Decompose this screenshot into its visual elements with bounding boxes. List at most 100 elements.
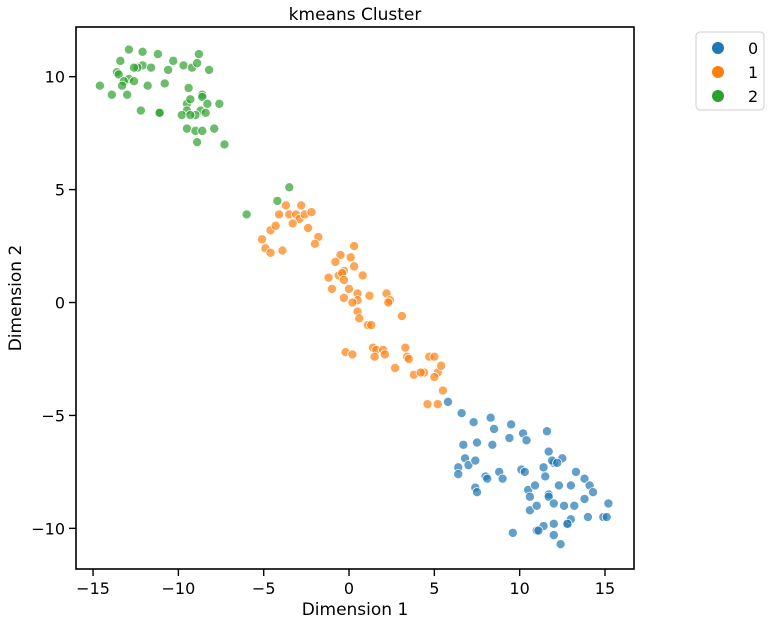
legend-marker-2 <box>712 90 724 102</box>
point-cluster-0 <box>489 423 500 434</box>
point-cluster-2 <box>209 123 220 134</box>
point-cluster-0 <box>504 433 515 444</box>
point-cluster-0 <box>540 471 551 482</box>
point-cluster-0 <box>570 466 581 477</box>
point-cluster-0 <box>531 500 542 511</box>
point-cluster-1 <box>296 200 307 211</box>
point-cluster-2 <box>115 55 126 66</box>
point-cluster-0 <box>524 491 535 502</box>
point-cluster-1 <box>379 349 390 360</box>
point-cluster-2 <box>135 105 146 116</box>
point-cluster-1 <box>256 234 267 245</box>
point-cluster-2 <box>197 92 208 103</box>
x-tick-label: −10 <box>162 579 196 598</box>
point-cluster-2 <box>192 137 203 148</box>
point-cluster-2 <box>183 82 194 93</box>
legend-marker-1 <box>712 66 724 78</box>
point-cluster-2 <box>193 49 204 60</box>
x-tick-label: 10 <box>509 579 529 598</box>
y-tick-label: 5 <box>55 181 65 200</box>
point-cluster-1 <box>422 399 433 410</box>
point-cluster-0 <box>442 396 453 407</box>
point-cluster-0 <box>524 505 535 516</box>
point-cluster-0 <box>555 539 566 550</box>
y-axis-label: Dimension 2 <box>6 245 26 352</box>
point-cluster-2 <box>163 64 174 75</box>
point-cluster-1 <box>429 372 440 383</box>
point-cluster-2 <box>192 58 203 69</box>
point-cluster-1 <box>396 311 407 322</box>
point-cluster-2 <box>106 89 117 100</box>
point-cluster-1 <box>415 367 426 378</box>
point-cluster-1 <box>429 351 440 362</box>
x-tick-label: 15 <box>595 579 615 598</box>
x-tick-label: −5 <box>252 579 276 598</box>
point-cluster-0 <box>548 530 559 541</box>
point-cluster-1 <box>403 353 414 364</box>
point-cluster-1 <box>436 360 447 371</box>
point-cluster-0 <box>485 412 496 423</box>
point-cluster-2 <box>197 125 208 136</box>
point-cluster-2 <box>142 80 153 91</box>
point-cluster-0 <box>548 518 559 529</box>
point-cluster-1 <box>347 297 358 308</box>
point-cluster-0 <box>506 419 517 430</box>
point-cluster-0 <box>559 500 570 511</box>
y-tick-label: 10 <box>45 68 65 87</box>
point-cluster-2 <box>185 110 196 121</box>
point-cluster-1 <box>335 250 346 261</box>
point-cluster-2 <box>168 55 179 66</box>
point-cluster-0 <box>548 498 559 509</box>
point-cluster-1 <box>366 320 377 331</box>
point-cluster-1 <box>274 209 285 220</box>
point-cluster-1 <box>400 342 411 353</box>
point-cluster-1 <box>338 292 349 303</box>
point-cluster-1 <box>432 399 443 410</box>
point-cluster-2 <box>284 182 295 193</box>
point-cluster-0 <box>470 455 481 466</box>
point-cluster-0 <box>456 408 467 419</box>
point-cluster-2 <box>200 107 211 118</box>
point-cluster-2 <box>204 64 215 75</box>
point-cluster-2 <box>122 89 133 100</box>
y-tick-label: 0 <box>55 294 65 313</box>
point-cluster-0 <box>579 493 590 504</box>
point-cluster-0 <box>538 462 549 473</box>
legend-label-0: 0 <box>748 39 758 58</box>
point-cluster-1 <box>344 283 355 294</box>
point-cluster-1 <box>354 313 365 324</box>
point-cluster-1 <box>306 207 317 218</box>
point-cluster-2 <box>202 98 213 109</box>
point-cluster-0 <box>521 435 532 446</box>
point-cluster-2 <box>152 49 163 60</box>
point-cluster-2 <box>214 98 225 109</box>
point-cluster-0 <box>487 439 498 450</box>
point-cluster-2 <box>176 110 187 121</box>
point-cluster-1 <box>265 247 276 258</box>
point-cluster-2 <box>178 60 189 71</box>
point-cluster-0 <box>543 491 554 502</box>
point-cluster-0 <box>453 469 464 480</box>
point-cluster-2 <box>181 123 192 134</box>
point-cluster-1 <box>437 385 448 396</box>
point-cluster-0 <box>562 518 573 529</box>
point-cluster-1 <box>383 297 394 308</box>
point-cluster-0 <box>603 498 614 509</box>
point-cluster-1 <box>369 351 380 362</box>
point-cluster-1 <box>323 272 334 283</box>
point-cluster-1 <box>303 222 314 233</box>
point-cluster-2 <box>137 46 148 57</box>
chart-title: kmeans Cluster <box>289 5 422 25</box>
point-cluster-0 <box>579 473 590 484</box>
point-cluster-2 <box>219 139 230 150</box>
legend: 0 1 2 <box>695 31 765 111</box>
point-cluster-1 <box>338 274 349 285</box>
point-cluster-1 <box>390 363 401 374</box>
point-cluster-2 <box>185 94 196 105</box>
point-cluster-0 <box>463 460 474 471</box>
point-cluster-1 <box>280 200 291 211</box>
point-cluster-2 <box>123 44 134 55</box>
point-cluster-0 <box>569 500 580 511</box>
point-cluster-1 <box>309 238 320 249</box>
point-cluster-1 <box>349 241 360 252</box>
